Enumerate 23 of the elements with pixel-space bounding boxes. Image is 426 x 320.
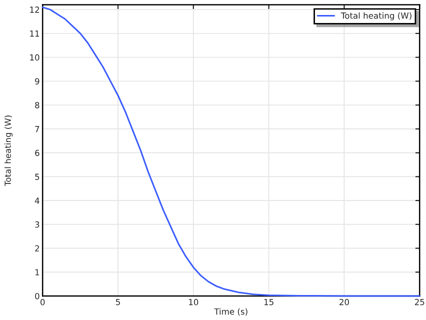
- x-tick-label: 5: [116, 299, 120, 306]
- x-axis-title: Time (s): [214, 308, 248, 316]
- y-tick-label: 3: [35, 221, 40, 228]
- y-tick-label: 5: [35, 174, 40, 180]
- y-tick-label: 0: [35, 292, 40, 300]
- y-tick-label: 1: [35, 269, 40, 276]
- legend-label: Total heating (W): [340, 12, 412, 20]
- y-tick-label: 8: [35, 102, 40, 108]
- x-tick-label: 25: [414, 298, 424, 306]
- y-tick-label: 10: [30, 54, 40, 61]
- x-tick-label: 20: [340, 298, 349, 306]
- x-tick-label: 10: [189, 298, 198, 306]
- y-tick-label: 4: [34, 198, 40, 204]
- y-tick-label: 7: [35, 126, 40, 132]
- y-tick-label: 11: [30, 30, 40, 37]
- y-tick-label: 12: [30, 6, 39, 13]
- y-tick-label: 6: [35, 150, 40, 156]
- y-tick-label: 2: [35, 245, 39, 252]
- line-series: [42, 6, 420, 297]
- y-tick-label: 9: [35, 78, 40, 84]
- x-tick-label: 15: [264, 299, 274, 306]
- x-tick-label: 0: [40, 298, 45, 306]
- y-axis-title: Total heating (W): [4, 116, 13, 186]
